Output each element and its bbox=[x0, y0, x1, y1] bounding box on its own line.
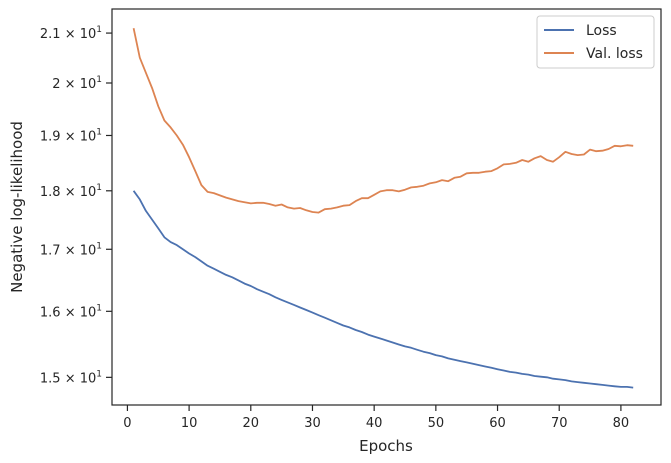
y-tick-label: 1.5 × 101 bbox=[40, 369, 102, 386]
series-line-val-loss bbox=[132, 28, 634, 214]
x-axis: 0 10 20 30 40 50 60 70 80 bbox=[123, 405, 629, 431]
y-tick-label: 1.7 × 101 bbox=[40, 241, 102, 258]
y-tick-label: 1.6 × 101 bbox=[40, 303, 102, 320]
x-tick-label: 0 bbox=[123, 416, 131, 431]
x-tick-label: 50 bbox=[428, 416, 445, 431]
legend: Loss Val. loss bbox=[536, 15, 655, 69]
y-tick-label: 2.1 × 101 bbox=[40, 25, 102, 42]
legend-label-loss: Loss bbox=[586, 23, 617, 39]
y-tick-label: 1.9 × 101 bbox=[40, 127, 102, 144]
x-axis-label: Epochs bbox=[359, 437, 413, 455]
legend-label-val-loss: Val. loss bbox=[586, 46, 643, 62]
x-tick-label: 20 bbox=[243, 416, 260, 431]
series-layer bbox=[132, 28, 634, 389]
y-tick-label: 2 × 101 bbox=[52, 75, 102, 92]
y-axis-label: Negative log-likelihood bbox=[8, 121, 26, 293]
plot-frame bbox=[111, 8, 662, 406]
series-line-loss bbox=[132, 190, 634, 389]
x-tick-label: 80 bbox=[613, 416, 630, 431]
y-axis: 1.5 × 101 1.6 × 101 1.7 × 101 1.8 × 101 1.9 … bbox=[40, 25, 112, 386]
y-tick-label: 1.8 × 101 bbox=[40, 183, 102, 200]
x-tick-label: 70 bbox=[551, 416, 568, 431]
x-tick-label: 30 bbox=[304, 416, 321, 431]
x-tick-label: 10 bbox=[181, 416, 198, 431]
x-tick-label: 60 bbox=[489, 416, 506, 431]
x-tick-label: 40 bbox=[366, 416, 383, 431]
